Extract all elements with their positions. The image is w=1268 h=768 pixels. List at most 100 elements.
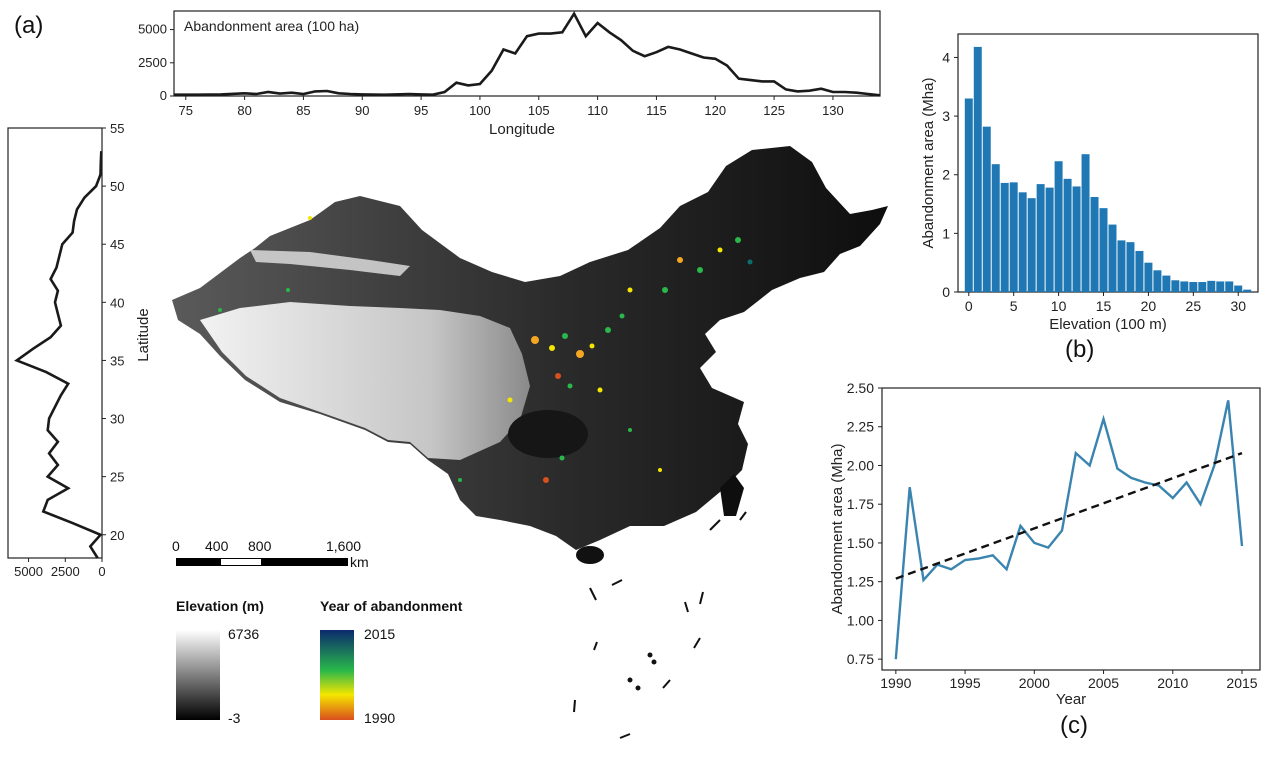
chart-annotation: Abandonment area (100 ha): [184, 18, 359, 34]
y-tick-label-6: 2.25: [847, 419, 874, 435]
x-tick-label-2: 0: [98, 564, 105, 579]
y-tick-label-2: 30: [110, 412, 124, 427]
y-tick-label-3: 3: [942, 108, 950, 124]
x-tick-label-10: 125: [763, 103, 785, 118]
bar-16: [1108, 224, 1117, 292]
bar-27: [1207, 280, 1216, 292]
bar-10: [1054, 161, 1063, 292]
x-tick-label-0: 0: [965, 298, 973, 314]
year-trend-chart: 1990 1995 2000 2005 2010 2015 0.75 1.00 1.25 1.50…: [829, 380, 1261, 708]
bar-7: [1027, 198, 1036, 292]
x-tick-label-0: 1990: [880, 675, 911, 691]
y-tick-label-6: 50: [110, 179, 124, 194]
y-tick-label-3: 35: [110, 353, 124, 368]
elevation-color-ramp: [176, 630, 220, 720]
bar-8: [1036, 184, 1045, 292]
x-tick-label-5: 2015: [1226, 675, 1257, 691]
y-tick-label-4: 40: [110, 295, 124, 310]
y-tick-label-1: 1: [942, 225, 950, 241]
plot-frame: [957, 33, 1259, 293]
panel-label-b: (b): [1065, 336, 1095, 363]
x-axis-label: Year: [1056, 691, 1086, 708]
x-tick-label-7: 110: [587, 103, 608, 118]
bar-24: [1180, 281, 1189, 292]
y-tick-label-2: 5000: [138, 22, 167, 37]
x-axis-label: Elevation (100 m): [1049, 316, 1167, 333]
year-color-ramp: [320, 630, 354, 720]
elevation-legend-min: -3: [228, 710, 241, 726]
x-tick-label-4: 95: [414, 103, 428, 118]
x-tick-label-0: 75: [179, 103, 193, 118]
x-tick-label-6: 105: [528, 103, 550, 118]
y-tick-label-4: 4: [942, 49, 950, 65]
year-legend-title: Year of abandonment: [320, 598, 463, 614]
bar-15: [1099, 208, 1108, 292]
scale-label-400: 400: [205, 538, 229, 554]
bar-19: [1135, 250, 1144, 292]
y-axis-label: Latitude: [135, 308, 152, 361]
bar-11: [1063, 178, 1072, 292]
bar-14: [1090, 197, 1099, 292]
x-tick-label-5: 100: [469, 103, 491, 118]
x-tick-label-3: 2005: [1088, 675, 1119, 691]
x-axis-label: Longitude: [489, 121, 555, 138]
x-tick-label-1: 2500: [51, 564, 80, 579]
series-line: [14, 151, 103, 559]
longitude-profile-chart: Abandonment area (100 ha) 75 80 85 90 95 100 10…: [138, 10, 881, 138]
bar-21: [1153, 270, 1162, 292]
elevation-legend-title: Elevation (m): [176, 598, 264, 614]
x-tick-label-9: 120: [704, 103, 726, 118]
bar-1: [973, 46, 982, 293]
scale-segment-2: [220, 558, 262, 566]
y-tick-label-7: 2.50: [847, 380, 874, 396]
x-tick-label-5: 25: [1186, 298, 1202, 314]
bar-26: [1198, 282, 1207, 292]
bar-3: [991, 164, 1000, 292]
y-tick-label-1: 2500: [138, 55, 167, 70]
scale-label-1600: 1,600: [326, 538, 362, 554]
x-tick-label-8: 115: [646, 103, 667, 118]
bar-28: [1216, 281, 1225, 292]
y-tick-label-0: 20: [110, 528, 124, 543]
bar-18: [1126, 242, 1135, 292]
x-tick-label-1: 80: [237, 103, 251, 118]
y-tick-label-2: 2: [942, 167, 950, 183]
x-tick-label-3: 15: [1096, 298, 1112, 314]
scale-label-800: 800: [248, 538, 272, 554]
y-tick-label-5: 45: [110, 237, 124, 252]
scale-unit: km: [350, 554, 369, 570]
bar-22: [1162, 275, 1171, 292]
x-tick-label-4: 20: [1141, 298, 1157, 314]
series-line: [174, 11, 881, 97]
x-tick-label-1: 5: [1010, 298, 1018, 314]
series-line: [894, 400, 1244, 660]
bar-31: [1243, 289, 1252, 292]
panel-label-c: (c): [1060, 712, 1088, 739]
bar-25: [1189, 282, 1198, 292]
year-legend-max: 2015: [364, 626, 396, 642]
panel-label-a: (a): [14, 12, 44, 39]
bar-0: [964, 98, 973, 292]
bar-4: [1000, 182, 1009, 292]
bar-12: [1072, 186, 1081, 292]
bar-9: [1045, 187, 1054, 292]
bar-6: [1018, 192, 1027, 292]
y-tick-label-0: 0: [160, 88, 167, 103]
bar-23: [1171, 280, 1180, 292]
y-tick-label-0: 0.75: [847, 651, 874, 667]
abandonment-pixels: [218, 216, 753, 483]
plot-frame: [173, 10, 881, 97]
bar-29: [1225, 281, 1234, 292]
y-axis-label: Abandonment area (Mha): [920, 78, 937, 249]
south-china-sea-islands: [573, 511, 747, 739]
x-tick-label-1: 1995: [949, 675, 980, 691]
y-tick-label-1: 1.00: [847, 612, 874, 628]
scale-segment-3: [262, 558, 348, 566]
plot-frame: [7, 127, 103, 559]
x-tick-label-2: 85: [296, 103, 310, 118]
x-tick-label-2: 2000: [1019, 675, 1050, 691]
x-tick-label-11: 130: [822, 103, 844, 118]
y-tick-label-1: 25: [110, 470, 124, 485]
bar-30: [1234, 285, 1243, 292]
trend-fit-line: [895, 451, 1243, 580]
